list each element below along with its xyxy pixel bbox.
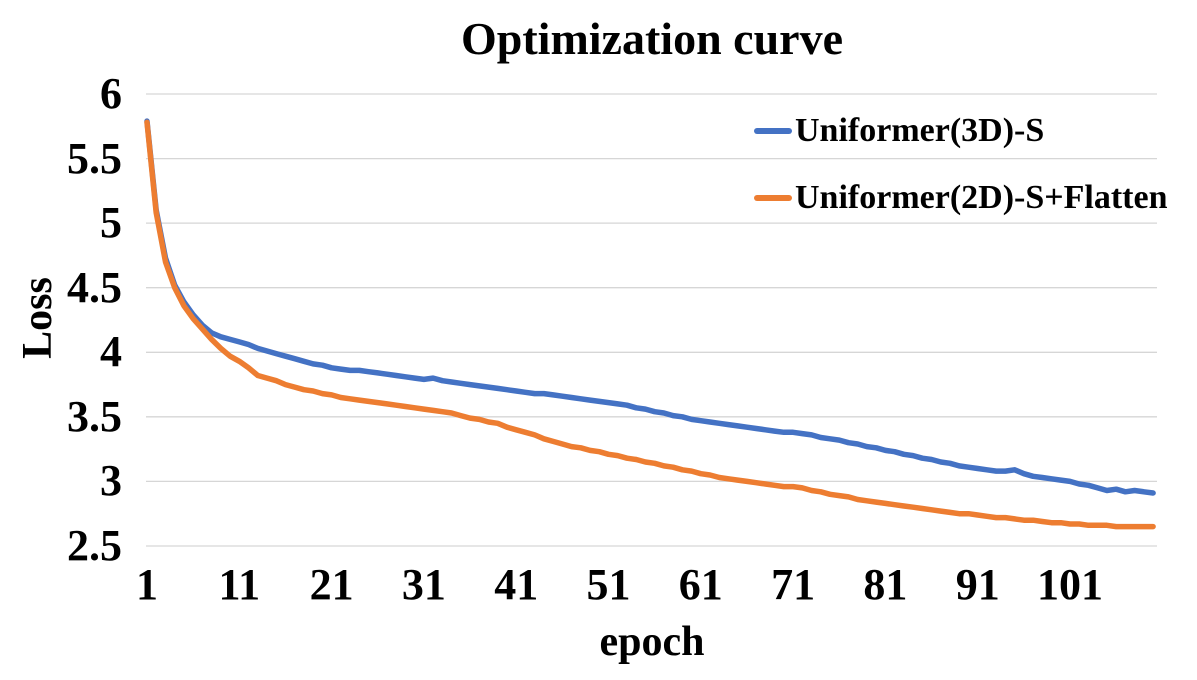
y-tick-label: 2.5 (67, 520, 122, 570)
legend-item-0: Uniformer(3D)-S (754, 106, 1168, 156)
x-tick-label: 21 (309, 560, 354, 609)
x-tick-label: 71 (771, 560, 816, 609)
legend-line-swatch (754, 128, 792, 134)
series-line-1 (144, 119, 1156, 530)
x-tick-label: 1 (136, 560, 158, 609)
y-tick-label: 3.5 (67, 391, 122, 441)
y-axis-title: Loss (15, 277, 61, 359)
legend: Uniformer(3D)-S Uniformer(2D)-S+Flatten (754, 106, 1168, 240)
y-tick-label: 6 (100, 69, 122, 118)
x-tick-label: 91 (955, 560, 1000, 609)
y-tick-label: 5.5 (67, 133, 122, 183)
y-tick-label: 4 (100, 327, 122, 377)
x-tick-label: 81 (863, 560, 908, 609)
y-tick-label: 3 (100, 456, 122, 506)
x-tick-label: 61 (678, 560, 723, 609)
legend-item-1: Uniformer(2D)-S+Flatten (754, 173, 1168, 223)
legend-label: Uniformer(3D)-S (795, 112, 1045, 149)
y-tick-label: 5 (100, 198, 122, 248)
x-tick-label: 31 (401, 560, 446, 609)
x-tick-label: 51 (586, 560, 631, 609)
series-line-0 (144, 118, 1156, 496)
x-tick-label: 101 (1037, 560, 1103, 609)
legend-label: Uniformer(2D)-S+Flatten (795, 179, 1168, 216)
y-tick-label: 4.5 (67, 262, 122, 312)
x-tick-label: 11 (218, 560, 261, 609)
legend-line-swatch (754, 195, 792, 201)
x-axis-title: epoch (599, 619, 705, 665)
x-tick-label: 41 (494, 560, 539, 609)
chart-title: Optimization curve (461, 13, 843, 64)
